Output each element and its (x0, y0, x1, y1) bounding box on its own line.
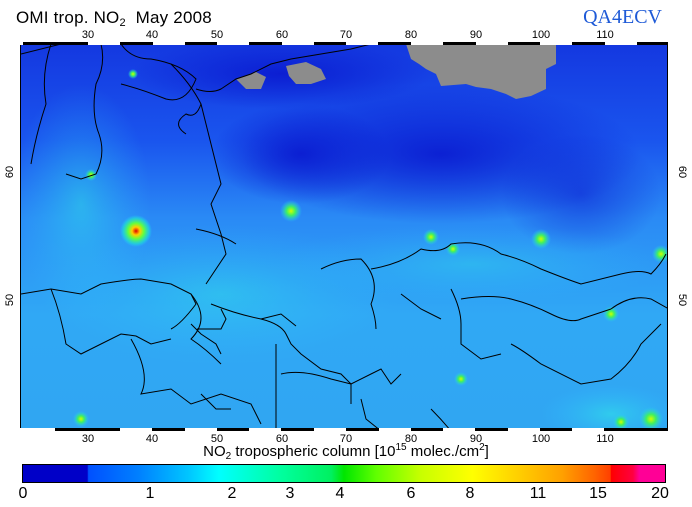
lat-tick-left: 60 (4, 165, 17, 179)
lon-tick: 70 (339, 433, 353, 445)
colorbar-tick: 20 (651, 485, 669, 502)
colorbar-tick: 1 (145, 485, 155, 502)
lon-tick: 80 (404, 433, 418, 445)
colorbar (22, 464, 666, 483)
lon-tick: 30 (81, 433, 95, 445)
lat-tick-right: 50 (675, 293, 688, 307)
colorbar-tick: 0 (18, 485, 28, 502)
lon-tick: 50 (210, 29, 224, 41)
lon-tick: 40 (145, 433, 159, 445)
lon-tick: 70 (339, 29, 353, 41)
lon-tick: 110 (596, 433, 614, 445)
lon-tick: 90 (469, 433, 483, 445)
colorbar-tick: 4 (335, 485, 345, 502)
lon-tick: 60 (275, 433, 289, 445)
lon-tick: 90 (469, 29, 483, 41)
colorbar-tick: 2 (227, 485, 237, 502)
no2-map (20, 43, 668, 430)
lon-tick: 110 (596, 29, 614, 41)
colorbar-tick: 15 (589, 485, 607, 502)
lon-tick: 50 (210, 433, 224, 445)
colorbar-tick: 3 (285, 485, 295, 502)
lon-tick: 80 (404, 29, 418, 41)
lat-tick-left: 50 (4, 293, 17, 307)
lon-tick: 60 (275, 29, 289, 41)
brand-logo: QA4ECV (583, 6, 662, 28)
colorbar-tick: 11 (529, 485, 547, 502)
map-graphic (21, 44, 667, 429)
colorbar-tick: 8 (465, 485, 475, 502)
lon-tick: 30 (81, 29, 95, 41)
colorbar-tick: 6 (406, 485, 416, 502)
lon-tick: 100 (531, 29, 551, 41)
top-axis-ruler (20, 42, 668, 45)
bottom-axis-ruler (20, 428, 668, 431)
lon-tick: 100 (531, 433, 551, 445)
map-title: OMI trop. NO2 May 2008 (16, 8, 212, 29)
colorbar-label: NO2 tropospheric column [1015 molec./cm2… (203, 442, 489, 462)
lat-tick-right: 60 (675, 165, 688, 179)
lon-tick: 40 (145, 29, 159, 41)
